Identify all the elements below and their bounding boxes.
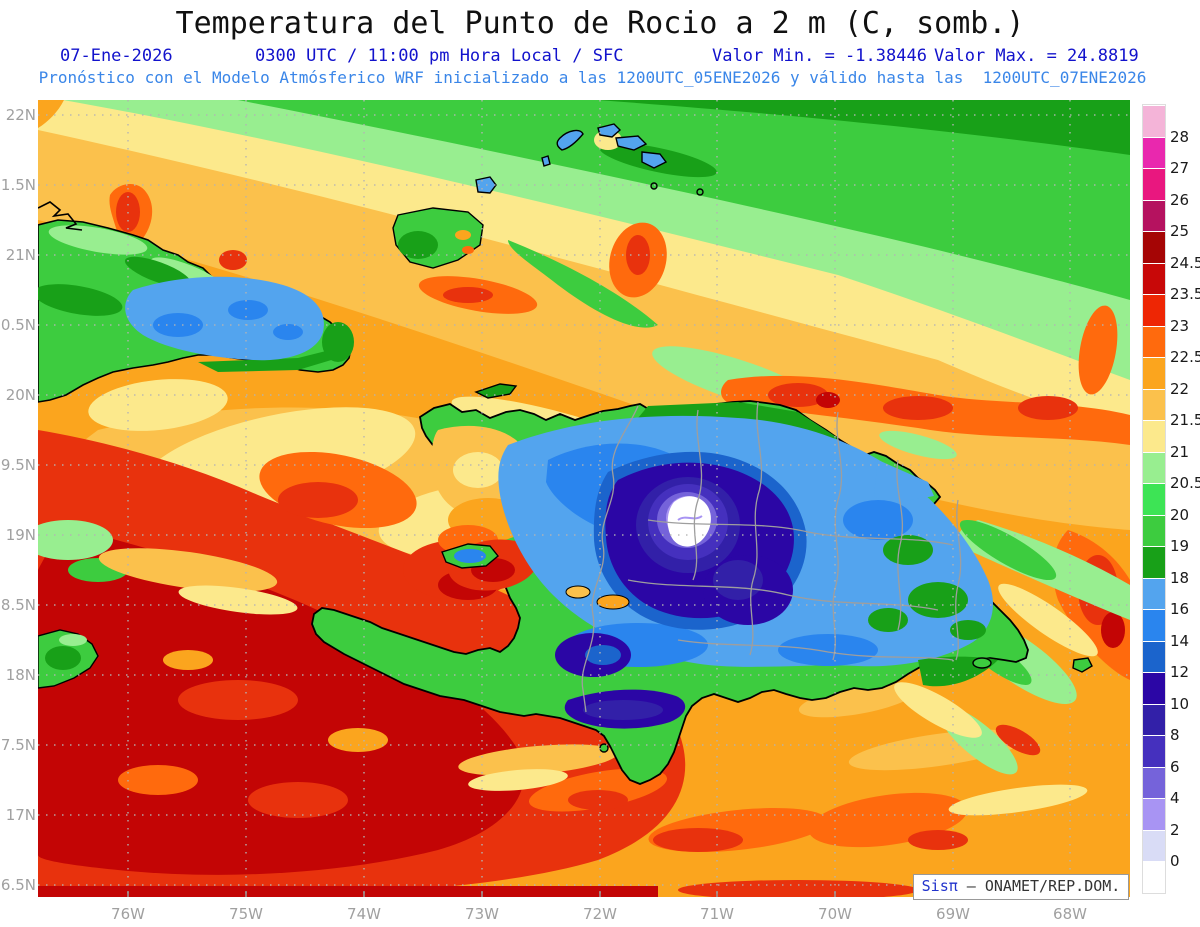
colorbar-segment <box>1143 105 1165 137</box>
colorbar-segment <box>1143 766 1165 798</box>
colorbar-tick-label: 23.5 <box>1170 285 1200 303</box>
page-title: Temperatura del Punto de Rocio a 2 m (C,… <box>175 6 1025 41</box>
colorbar-tick-label: 14 <box>1170 631 1190 650</box>
value-max-label: Valor Max. = 24.8819 <box>934 46 1139 66</box>
colorbar-tick-label: 4 <box>1170 789 1180 807</box>
value-min-label: Valor Min. = -1.38446 <box>712 46 927 66</box>
colorbar-segment <box>1143 231 1165 263</box>
colorbar-segment <box>1143 829 1165 861</box>
lat-tick-label: 1.5N <box>0 176 36 194</box>
colorbar-tick-label: 16 <box>1170 600 1190 618</box>
lon-tick-label: 72W <box>583 905 617 923</box>
colorbar-segment <box>1143 861 1165 893</box>
map-canvas <box>23 100 1130 900</box>
dewpoint-contour-map <box>23 100 1130 900</box>
colorbar-frame <box>1142 104 1166 894</box>
colorbar-segment <box>1143 609 1165 641</box>
lat-tick-label: 9.5N <box>0 456 36 474</box>
colorbar-tick-label: 21.5 <box>1170 411 1200 429</box>
colorbar-segment <box>1143 672 1165 704</box>
colorbar-tick-label: 2 <box>1170 820 1180 839</box>
lat-tick-label: 0.5N <box>0 316 36 334</box>
colorbar-tick-label: 25 <box>1170 222 1190 240</box>
model-init-line: Pronóstico con el Modelo Atmósferico WRF… <box>38 68 1147 87</box>
lat-tick-label: 22N <box>5 106 36 124</box>
lat-tick-label: 17N <box>5 806 36 824</box>
island-turks-caicos <box>556 129 584 151</box>
colorbar-segment <box>1143 735 1165 767</box>
lon-tick-label: 73W <box>465 905 499 923</box>
lat-tick-label: 19N <box>5 526 36 544</box>
admin-boundaries <box>581 401 962 713</box>
lat-tick-label: 8.5N <box>0 596 36 614</box>
colorbar-segment <box>1143 262 1165 294</box>
brand-logo: Sisπ <box>921 877 958 895</box>
lat-tick-label: 18N <box>5 666 36 684</box>
lat-tick-label: 20N <box>5 386 36 404</box>
colorbar-tick-label: 22 <box>1170 379 1190 398</box>
colorbar-tick-label: 23 <box>1170 316 1190 335</box>
colorbar-segment <box>1143 640 1165 672</box>
colorbar-tick-label: 24.5 <box>1170 253 1200 272</box>
forecast-date: 07-Ene-2026 <box>60 46 173 66</box>
colorbar-tick-label: 20 <box>1170 505 1190 524</box>
colorbar-segment <box>1143 546 1165 578</box>
colorbar-segment <box>1143 136 1165 168</box>
colorbar-tick-label: 0 <box>1170 852 1180 870</box>
lat-tick-label: 6.5N <box>0 876 36 894</box>
colorbar-segment <box>1143 577 1165 609</box>
island-hispaniola <box>311 400 1029 785</box>
colorbar-segment <box>1143 357 1165 389</box>
colorbar-segment <box>1143 703 1165 735</box>
lat-tick-label: 21N <box>5 246 36 264</box>
colorbar-tick-label: 26 <box>1170 190 1190 209</box>
colorbar-tick-label: 12 <box>1170 663 1190 681</box>
lat-tick-label: 7.5N <box>0 736 36 754</box>
island-saona <box>972 657 992 669</box>
credit-text: – ONAMET/REP.DOM. <box>957 877 1121 895</box>
colorbar-segment <box>1143 199 1165 231</box>
colorbar-segment <box>1143 325 1165 357</box>
colorbar-segment <box>1143 168 1165 200</box>
colorbar-segment <box>1143 514 1165 546</box>
colorbar-tick-label: 18 <box>1170 568 1190 587</box>
colorbar-segment <box>1143 294 1165 326</box>
colorbar-tick-label: 6 <box>1170 757 1180 776</box>
colorbar-tick-label: 28 <box>1170 127 1190 146</box>
lon-tick-label: 74W <box>347 905 381 923</box>
forecast-valid-time: 0300 UTC / 11:00 pm Hora Local / SFC <box>255 46 624 66</box>
small-islands <box>37 123 1093 753</box>
colorbar-segment <box>1143 451 1165 483</box>
colorbar-segment <box>1143 483 1165 515</box>
colorbar-tick-label: 20.5 <box>1170 474 1200 492</box>
colorbar-tick-label: 19 <box>1170 537 1190 555</box>
branding-box: Sisπ – ONAMET/REP.DOM. <box>913 874 1129 900</box>
colorbar-tick-label: 8 <box>1170 726 1180 744</box>
lat-lon-gridlines <box>38 100 1130 897</box>
colorbar-tick-label: 21 <box>1170 442 1190 461</box>
lon-tick-label: 71W <box>700 905 734 923</box>
colorbar-segment <box>1143 420 1165 452</box>
colorbar-segment <box>1143 798 1165 830</box>
lon-tick-label: 69W <box>936 905 970 923</box>
lon-tick-label: 75W <box>229 905 263 923</box>
island-mona <box>1072 657 1093 673</box>
lon-tick-label: 76W <box>111 905 145 923</box>
lon-tick-label: 68W <box>1053 905 1087 923</box>
colorbar-tick-label: 27 <box>1170 159 1190 177</box>
colorbar-tick-label: 10 <box>1170 694 1190 713</box>
island-cuba <box>33 201 354 403</box>
lon-tick-label: 70W <box>818 905 852 923</box>
colorbar-segment <box>1143 388 1165 420</box>
colorbar-tick-label: 22.5 <box>1170 348 1200 366</box>
